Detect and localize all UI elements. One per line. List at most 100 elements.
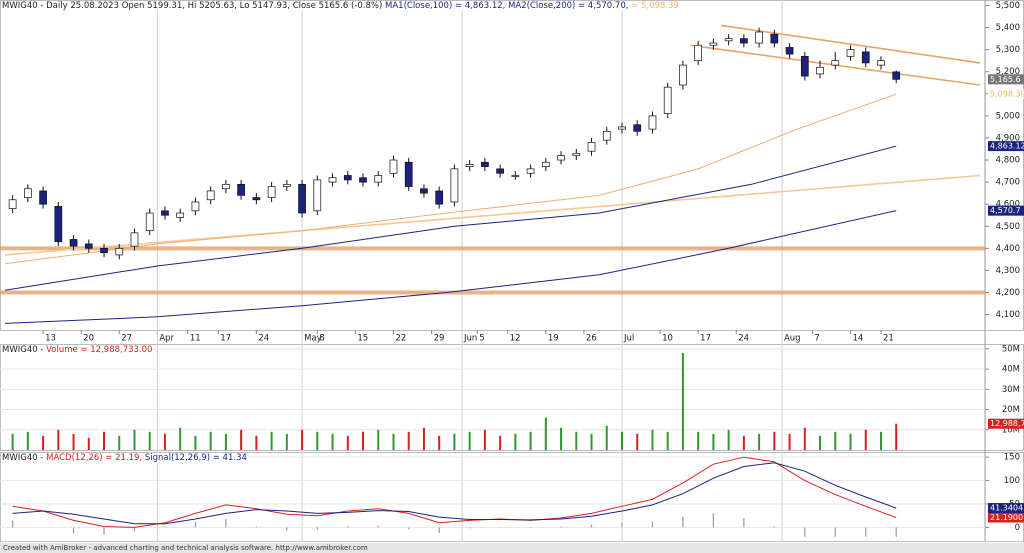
candle-body xyxy=(252,197,261,201)
candle-body xyxy=(191,201,200,212)
histogram-bar xyxy=(408,527,410,530)
volume-bar xyxy=(605,425,608,450)
candle-body xyxy=(679,64,687,86)
x-tick-label: Jun xyxy=(463,334,477,344)
volume-bar xyxy=(316,431,319,450)
value-tag xyxy=(988,205,1024,216)
volume-bar xyxy=(758,433,761,450)
histogram-bar xyxy=(773,526,775,528)
trend-line xyxy=(720,24,981,64)
value-tag-label: 4,570.7 xyxy=(990,206,1021,215)
candle-body xyxy=(481,161,489,168)
y-tick-label: 4,500 xyxy=(996,222,1020,232)
volume-bar xyxy=(438,435,441,450)
legend-entry: Volume = 12,988,733.00 xyxy=(46,345,153,355)
y-tick-label: 5,400 xyxy=(996,23,1020,33)
candle-body xyxy=(374,175,383,183)
volume-bar xyxy=(879,431,882,450)
volume-header: MWIG40 - Volume = 12,988,733.00 xyxy=(2,345,153,355)
y-tick-label: 4,800 xyxy=(996,156,1020,166)
histogram-bar xyxy=(621,522,623,528)
y-tick-label: 4,400 xyxy=(996,244,1020,254)
macd-title: MWIG40 - xyxy=(2,453,44,463)
volume-bar xyxy=(362,431,365,450)
legend-entry: MA1(Close,100) = 4,863.12, xyxy=(385,1,506,11)
value-tag-label: 21.1900 xyxy=(990,513,1023,522)
x-tick-label: 21 xyxy=(883,334,894,344)
histogram-bar xyxy=(255,526,257,528)
histogram-bar xyxy=(72,527,75,534)
y-tick-label: 100 xyxy=(1004,476,1020,486)
volume-bar xyxy=(103,431,106,450)
macd-line xyxy=(12,456,897,528)
candle-body xyxy=(663,86,672,115)
y-tick-label: 50M xyxy=(1002,344,1020,354)
candle-body xyxy=(328,177,337,183)
panel-frame xyxy=(0,452,1024,542)
volume-bar xyxy=(42,435,45,450)
value-tag xyxy=(988,512,1024,523)
value-tag-label: 5,098.39 xyxy=(990,90,1024,99)
histogram-bar xyxy=(438,527,440,534)
x-tick-label: 7 xyxy=(814,334,819,344)
y-tick-label: 4,700 xyxy=(996,178,1020,188)
volume-bar xyxy=(560,427,563,450)
volume-bar xyxy=(392,433,395,450)
candle-body xyxy=(115,247,124,256)
volume-bar xyxy=(346,435,349,450)
volume-bar xyxy=(331,433,334,450)
histogram-bar xyxy=(103,527,105,535)
y-tick-label: 4,200 xyxy=(996,288,1020,298)
candle-body xyxy=(618,126,626,130)
volume-bar xyxy=(270,431,273,450)
value-tag xyxy=(988,74,1024,85)
volume-bar xyxy=(834,431,837,450)
histogram-bar xyxy=(469,527,471,529)
volume-bar xyxy=(72,433,75,450)
volume-bar xyxy=(133,429,136,450)
x-tick-label: 11 xyxy=(190,334,201,344)
candle-body xyxy=(54,206,63,243)
candle-body xyxy=(298,183,306,214)
value-tag-label: 5,165.6 xyxy=(990,75,1021,84)
volume-bar xyxy=(849,433,852,450)
volume-title: MWIG40 - xyxy=(2,345,44,355)
volume-bar xyxy=(697,431,700,450)
y-tick-label: 4,600 xyxy=(996,200,1020,210)
volume-bar xyxy=(377,429,380,450)
candle-body xyxy=(359,177,367,183)
histogram-bar xyxy=(712,513,714,528)
volume-bar xyxy=(590,433,593,450)
volume-bar xyxy=(422,427,425,450)
value-tag xyxy=(988,503,1024,514)
candle-body xyxy=(100,247,108,254)
x-tick-label: 14 xyxy=(853,334,864,344)
candle-body xyxy=(877,60,885,66)
x-tick-label: 22 xyxy=(395,334,406,344)
y-tick-label: 40M xyxy=(1002,365,1020,375)
histogram-bar xyxy=(834,527,836,537)
candle-body xyxy=(831,60,840,66)
price-title: MWIG40 - Daily 25.08.2023 Open 5199.31, … xyxy=(2,1,383,11)
candle-body xyxy=(496,168,504,174)
candle-body xyxy=(404,161,413,187)
candle-body xyxy=(222,183,230,190)
volume-bar xyxy=(179,427,182,450)
histogram-bar xyxy=(743,518,745,528)
x-tick-label: 26 xyxy=(586,334,597,344)
trend-line xyxy=(4,174,981,256)
candle-body xyxy=(602,130,611,141)
volume-bar xyxy=(742,435,745,450)
x-tick-label: 17 xyxy=(220,334,231,344)
volume-bar xyxy=(712,433,715,450)
volume-bar xyxy=(727,429,730,450)
volume-bar xyxy=(575,431,578,450)
volume-bar xyxy=(666,431,669,450)
candle-body xyxy=(709,42,718,46)
candle-body xyxy=(740,38,748,44)
volume-bar xyxy=(620,431,623,450)
candle-body xyxy=(145,212,154,232)
y-tick-label: 4,900 xyxy=(996,133,1020,143)
x-tick-label: Jul xyxy=(623,334,634,344)
volume-bar xyxy=(285,433,288,450)
